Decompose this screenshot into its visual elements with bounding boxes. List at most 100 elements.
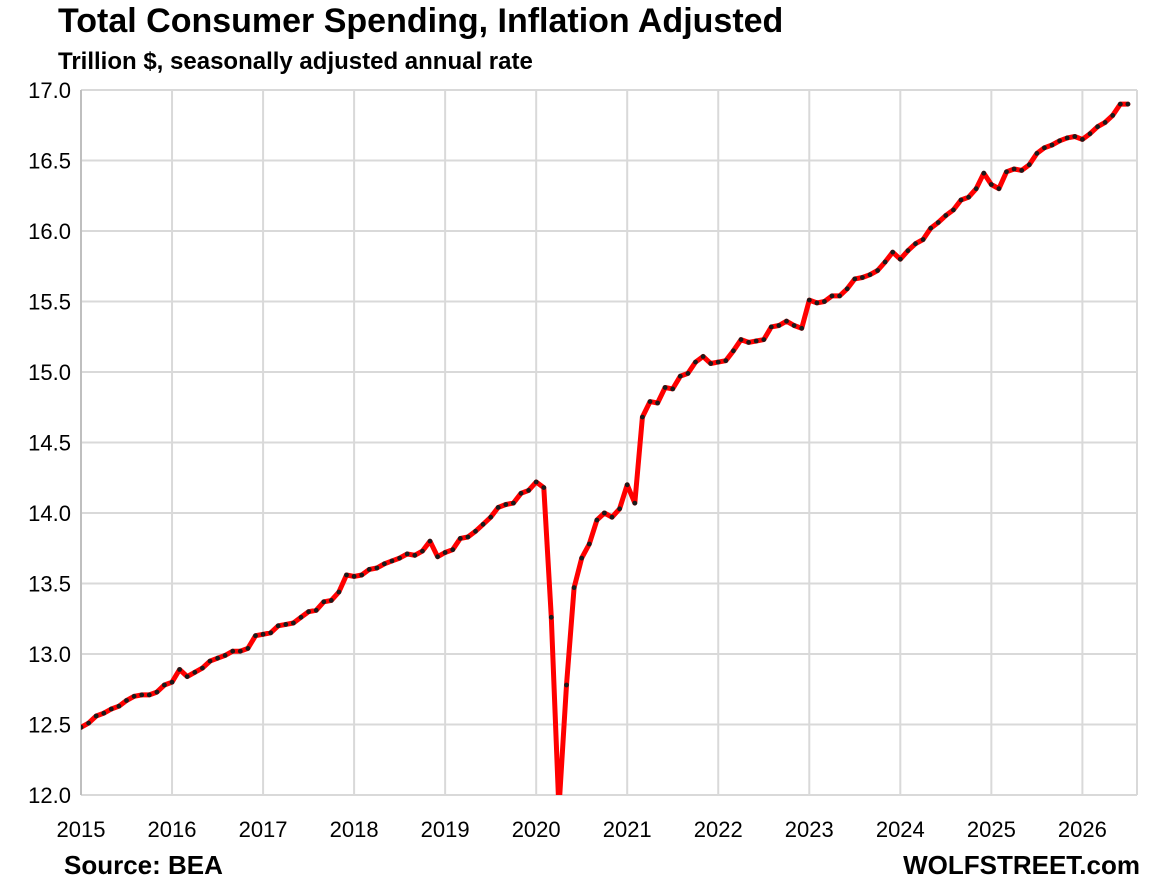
data-point: [108, 706, 114, 712]
data-point: [928, 225, 934, 231]
data-point: [283, 622, 289, 627]
data-point: [427, 538, 433, 544]
y-tick-label: 12.0: [28, 783, 71, 808]
data-point: [268, 630, 274, 636]
data-point: [655, 400, 660, 406]
data-point: [814, 300, 820, 306]
data-point: [996, 186, 1002, 192]
data-point: [806, 297, 812, 303]
data-point: [617, 506, 622, 512]
data-point: [382, 561, 387, 567]
data-point: [1004, 169, 1009, 175]
data-point: [139, 692, 145, 698]
y-tick-label: 13.5: [28, 572, 71, 597]
data-point: [981, 170, 987, 176]
data-point: [162, 682, 167, 688]
data-point: [920, 237, 926, 242]
data-point: [389, 558, 395, 564]
data-point: [791, 323, 797, 328]
x-tick-label: 2021: [603, 817, 652, 842]
data-point: [897, 256, 903, 262]
y-tick-label: 16.0: [28, 219, 71, 244]
data-point: [1026, 162, 1032, 168]
data-point: [776, 323, 782, 328]
y-tick-label: 13.0: [28, 642, 71, 667]
data-point: [1019, 168, 1025, 173]
x-tick-label: 2024: [876, 817, 925, 842]
data-point: [313, 607, 319, 613]
data-point: [768, 324, 774, 330]
data-point: [207, 658, 213, 664]
data-point: [146, 692, 152, 698]
y-tick-label: 14.0: [28, 501, 71, 526]
data-point: [723, 358, 729, 364]
data-point: [435, 554, 440, 560]
y-tick-label: 15.0: [28, 360, 71, 385]
data-point: [579, 555, 585, 561]
brand-label: WOLFSTREET.com: [903, 850, 1140, 880]
data-point: [374, 565, 380, 571]
data-point: [905, 248, 911, 254]
data-point: [93, 713, 99, 719]
data-point: [670, 386, 676, 392]
data-point: [518, 490, 524, 496]
data-point: [442, 550, 448, 555]
y-tick-label: 16.5: [28, 149, 71, 174]
data-point: [351, 574, 357, 579]
data-point: [844, 286, 850, 292]
data-point: [913, 241, 918, 247]
data-point: [731, 348, 736, 354]
data-point: [1080, 137, 1085, 142]
data-point: [298, 614, 304, 620]
data-point: [1102, 120, 1108, 125]
data-point: [1072, 134, 1078, 139]
data-point: [935, 220, 941, 225]
data-point: [1049, 142, 1055, 148]
data-point: [359, 572, 365, 578]
data-point: [101, 710, 107, 716]
data-point: [700, 354, 706, 359]
data-point: [154, 689, 160, 695]
data-point: [746, 340, 751, 345]
x-tick-label: 2022: [694, 817, 743, 842]
data-point: [548, 614, 554, 620]
data-point: [1117, 101, 1123, 107]
data-point: [594, 517, 600, 523]
data-point: [473, 528, 478, 534]
data-point: [503, 502, 509, 507]
data-point: [860, 275, 865, 280]
data-point: [1125, 101, 1131, 107]
data-point: [571, 585, 577, 591]
data-point: [291, 620, 296, 626]
data-point: [366, 567, 372, 572]
data-point: [465, 534, 471, 540]
data-point: [822, 299, 827, 304]
data-point: [541, 485, 547, 490]
data-point: [951, 207, 956, 213]
data-point: [852, 276, 858, 282]
data-point: [328, 598, 334, 603]
data-point: [245, 646, 251, 651]
x-tick-label: 2023: [785, 817, 834, 842]
x-tick-label: 2020: [512, 817, 561, 842]
data-point: [336, 589, 342, 595]
source-note: Source: BEA: [64, 850, 223, 880]
x-tick-label: 2025: [967, 817, 1016, 842]
data-point: [1011, 166, 1017, 172]
data-point: [1042, 145, 1047, 151]
data-point: [1034, 151, 1040, 156]
x-tick-label: 2017: [239, 817, 288, 842]
data-point: [131, 693, 137, 699]
data-point: [640, 414, 645, 420]
data-point: [253, 633, 258, 639]
data-point: [344, 572, 349, 578]
data-point: [200, 665, 205, 671]
data-point: [275, 623, 281, 629]
data-point: [116, 703, 122, 709]
x-tick-label: 2016: [148, 817, 197, 842]
data-point: [533, 479, 539, 485]
data-point: [632, 500, 638, 506]
data-point: [677, 373, 683, 379]
data-point: [837, 293, 842, 299]
data-point: [177, 667, 183, 672]
